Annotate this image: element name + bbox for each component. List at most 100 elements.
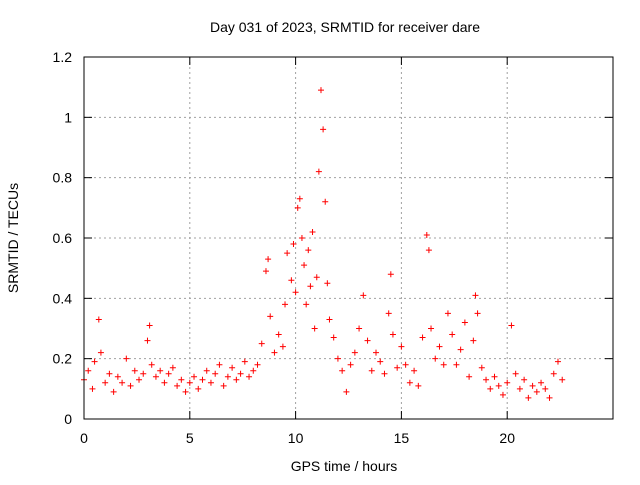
data-point bbox=[533, 388, 540, 395]
data-point bbox=[303, 301, 310, 308]
data-point bbox=[315, 168, 322, 175]
data-point bbox=[195, 385, 202, 392]
data-point bbox=[246, 373, 253, 380]
data-point bbox=[334, 355, 341, 362]
data-point bbox=[89, 385, 96, 392]
data-point bbox=[186, 379, 193, 386]
data-point bbox=[381, 370, 388, 377]
data-point bbox=[516, 385, 523, 392]
data-point bbox=[339, 367, 346, 374]
data-point bbox=[157, 367, 164, 374]
data-point bbox=[307, 283, 314, 290]
data-point bbox=[203, 367, 210, 374]
y-tick-label: 0 bbox=[64, 411, 72, 427]
data-point bbox=[102, 379, 109, 386]
data-point bbox=[364, 337, 371, 344]
data-point bbox=[311, 325, 318, 332]
data-point bbox=[322, 198, 329, 205]
data-point bbox=[191, 373, 198, 380]
y-tick-label: 0.2 bbox=[53, 351, 73, 367]
data-point bbox=[504, 379, 511, 386]
data-point bbox=[453, 361, 460, 368]
y-tick-label: 0.4 bbox=[53, 290, 73, 306]
data-point bbox=[241, 358, 248, 365]
data-point bbox=[487, 385, 494, 392]
data-point bbox=[271, 349, 278, 356]
data-point bbox=[229, 364, 236, 371]
data-point bbox=[461, 319, 468, 326]
axis-ticks bbox=[83, 56, 613, 420]
data-point bbox=[326, 316, 333, 323]
data-point bbox=[495, 382, 502, 389]
x-tick-label: 5 bbox=[186, 430, 194, 446]
data-point bbox=[161, 379, 168, 386]
data-point bbox=[529, 382, 536, 389]
data-point bbox=[415, 382, 422, 389]
x-tick-label: 10 bbox=[288, 430, 304, 446]
y-tick-label: 0.6 bbox=[53, 230, 73, 246]
data-point bbox=[207, 379, 214, 386]
data-point bbox=[294, 204, 301, 211]
data-point bbox=[254, 361, 261, 368]
data-point bbox=[472, 292, 479, 299]
data-point bbox=[309, 228, 316, 235]
data-point bbox=[275, 331, 282, 338]
data-point bbox=[298, 235, 305, 241]
data-point bbox=[521, 376, 528, 383]
data-point bbox=[444, 310, 451, 317]
data-point bbox=[466, 373, 473, 380]
data-point bbox=[95, 316, 102, 323]
data-point bbox=[305, 247, 312, 254]
data-point bbox=[224, 373, 231, 380]
data-point bbox=[402, 361, 409, 368]
x-tick-label: 20 bbox=[499, 430, 515, 446]
data-point bbox=[373, 349, 380, 356]
data-point bbox=[174, 382, 181, 389]
data-point bbox=[110, 388, 117, 395]
data-point bbox=[97, 349, 104, 356]
data-point bbox=[237, 370, 244, 377]
x-tick-label: 0 bbox=[80, 430, 88, 446]
data-point bbox=[546, 394, 553, 401]
data-point bbox=[398, 343, 405, 350]
y-tick-label: 1.2 bbox=[53, 49, 73, 65]
data-point bbox=[258, 340, 265, 347]
data-point bbox=[292, 289, 299, 296]
tick-labels: 0 0.2 0.4 0.6 0.8 1 1.2 0 5 10 15 20 bbox=[53, 49, 516, 446]
data-point bbox=[262, 268, 269, 275]
data-point bbox=[343, 388, 350, 395]
data-point bbox=[199, 376, 206, 383]
data-point bbox=[387, 271, 394, 278]
y-tick-label: 1 bbox=[64, 109, 72, 125]
data-point bbox=[525, 394, 532, 401]
data-points bbox=[81, 87, 566, 401]
data-point bbox=[265, 256, 272, 263]
data-point bbox=[538, 379, 545, 386]
data-point bbox=[267, 313, 274, 320]
data-point bbox=[146, 322, 153, 329]
data-point bbox=[559, 376, 566, 383]
data-point bbox=[508, 322, 515, 329]
data-point bbox=[148, 361, 155, 368]
data-point bbox=[360, 292, 367, 299]
data-point bbox=[449, 331, 456, 338]
data-point bbox=[284, 250, 291, 257]
data-point bbox=[216, 361, 223, 368]
data-point bbox=[436, 343, 443, 350]
data-point bbox=[499, 391, 506, 398]
data-point bbox=[119, 379, 126, 386]
data-point bbox=[279, 343, 286, 350]
data-point bbox=[512, 370, 519, 377]
data-point bbox=[106, 370, 113, 377]
data-point bbox=[85, 367, 92, 374]
data-point bbox=[356, 325, 363, 332]
data-point bbox=[250, 367, 257, 374]
data-point bbox=[131, 367, 138, 374]
data-point bbox=[144, 337, 151, 344]
x-axis-label: GPS time / hours bbox=[291, 458, 398, 474]
data-point bbox=[394, 364, 401, 371]
data-point bbox=[152, 373, 159, 380]
plot-frame bbox=[83, 56, 614, 420]
